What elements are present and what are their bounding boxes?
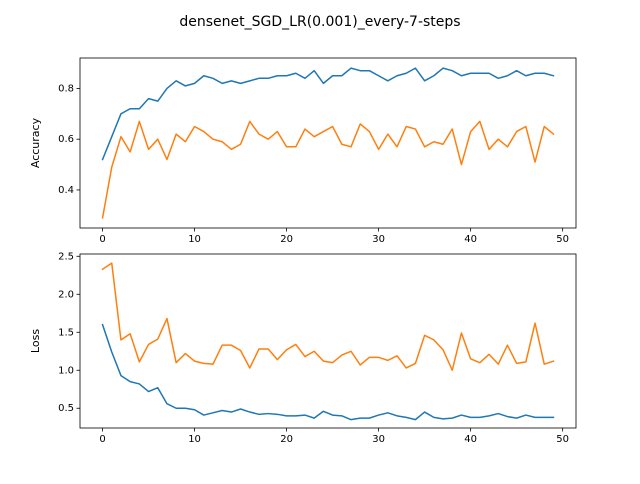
loss-x-tick-label: 20 bbox=[280, 434, 293, 445]
loss-subplot: 0 10 20 30 40 50 0.5 1.0 1.5 2.0 2.5 Loss bbox=[29, 251, 577, 445]
loss-axes-frame bbox=[79, 253, 577, 429]
loss-y-tick-label: 0.5 bbox=[58, 403, 74, 414]
loss-y-tick-label: 1.5 bbox=[58, 327, 74, 338]
figure-title: densenet_SGD_LR(0.001)_every-7-steps bbox=[179, 14, 460, 30]
accuracy-y-axis-label: Accuracy bbox=[29, 117, 42, 168]
accuracy-x-tick-label: 20 bbox=[280, 234, 293, 245]
accuracy-x-tick-label: 30 bbox=[372, 234, 385, 245]
loss-y-tick-label: 1.0 bbox=[58, 365, 74, 376]
loss-y-tick-label: 2.0 bbox=[58, 289, 74, 300]
loss-series-1-line bbox=[101, 262, 555, 371]
loss-series-0-line bbox=[101, 323, 555, 421]
accuracy-axes-frame bbox=[79, 57, 577, 229]
accuracy-x-tick-label: 0 bbox=[99, 234, 105, 245]
loss-y-axis-label: Loss bbox=[29, 329, 42, 353]
loss-x-tick-label: 10 bbox=[188, 434, 201, 445]
accuracy-series-1-line bbox=[101, 120, 555, 219]
accuracy-y-tick-label: 0.8 bbox=[58, 83, 74, 94]
accuracy-x-tick-label: 40 bbox=[464, 234, 477, 245]
accuracy-x-tick-label: 50 bbox=[556, 234, 569, 245]
accuracy-subplot: 0 10 20 30 40 50 0.4 0.6 0.8 Accuracy bbox=[29, 57, 577, 245]
accuracy-series-0-line bbox=[101, 67, 555, 161]
accuracy-x-tick-label: 10 bbox=[188, 234, 201, 245]
loss-y-tick-label: 2.5 bbox=[58, 251, 74, 262]
loss-x-tick-label: 0 bbox=[99, 434, 105, 445]
loss-x-tick-label: 50 bbox=[556, 434, 569, 445]
accuracy-y-tick-label: 0.6 bbox=[58, 134, 74, 145]
loss-x-tick-label: 40 bbox=[464, 434, 477, 445]
loss-x-tick-label: 30 bbox=[372, 434, 385, 445]
accuracy-y-tick-label: 0.4 bbox=[58, 185, 74, 196]
